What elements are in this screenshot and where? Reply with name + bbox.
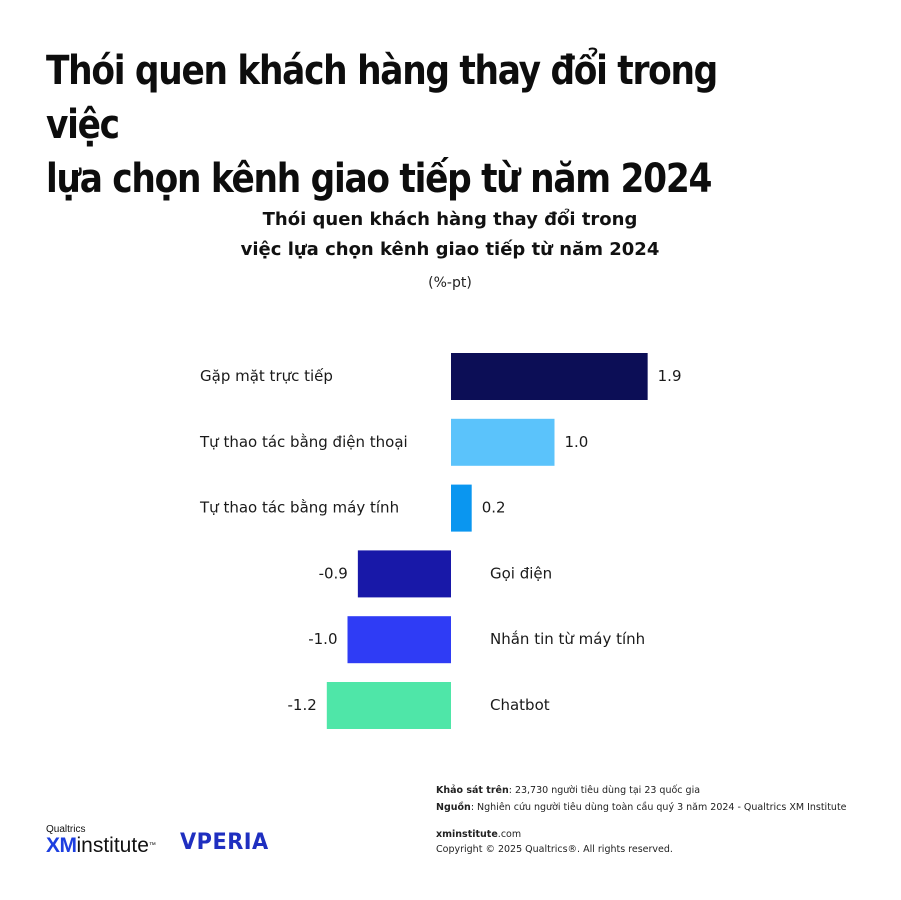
xm-mark: XM xyxy=(46,834,77,857)
value-label-2: 1.0 xyxy=(565,433,589,451)
source-note: Nguồn: Nghiên cứu người tiêu dùng toàn c… xyxy=(436,799,847,816)
chart-unit: (%-pt) xyxy=(428,275,472,291)
chart-title: Thói quen khách hàng thay đổi trong việc… xyxy=(150,205,750,265)
bar-chart: 1.9 Gặp mặt trực tiếp 1.0 Tự thao tác bằng … xyxy=(199,353,682,729)
footer-notes: Khảo sát trên: 23,730 người tiêu dùng tạ… xyxy=(436,782,847,816)
xm-institute-wordmark: XMinstitute™ xyxy=(46,835,156,857)
footer-site: xminstitute.com Copyright © 2025 Qualtri… xyxy=(436,827,673,857)
value-label-6: -1.2 xyxy=(288,696,317,714)
survey-note: Khảo sát trên: 23,730 người tiêu dùng tạ… xyxy=(436,782,847,799)
category-label-5: Nhắn tin từ máy tính xyxy=(490,630,645,648)
bar-4 xyxy=(357,550,451,598)
value-label-5: -1.0 xyxy=(308,630,337,648)
bar-2 xyxy=(451,418,555,466)
source-label: Nguồn xyxy=(436,802,471,813)
vperia-logo: VPERIA xyxy=(180,830,269,855)
site-link[interactable]: xminstitute.com xyxy=(436,827,673,842)
value-label-3: 0.2 xyxy=(482,499,506,517)
bar-6 xyxy=(326,682,451,729)
trademark-mark: ™ xyxy=(148,842,156,849)
value-label-4: -0.9 xyxy=(319,564,348,582)
headline: Thói quen khách hàng thay đổi trong việc… xyxy=(46,44,751,206)
survey-label: Khảo sát trên xyxy=(436,785,509,796)
qualtrics-wordmark: Qualtrics xyxy=(46,824,86,835)
value-label-1: 1.9 xyxy=(658,367,682,385)
site-bold: xminstitute xyxy=(436,829,498,840)
category-label-4: Gọi điện xyxy=(490,564,552,582)
headline-line-2: lựa chọn kênh giao tiếp từ năm 2024 xyxy=(46,156,712,202)
category-label-3: Tự thao tác bằng máy tính xyxy=(199,499,399,517)
source-text: : Nghiên cứu người tiêu dùng toàn cầu qu… xyxy=(470,802,847,813)
category-label-2: Tự thao tác bằng điện thoại xyxy=(199,433,408,451)
chart-title-line-2: việc lựa chọn kênh giao tiếp từ năm 2024 xyxy=(240,239,660,260)
bar-3 xyxy=(451,484,472,532)
institute-mark: institute xyxy=(76,834,149,857)
chart-title-line-1: Thói quen khách hàng thay đổi trong xyxy=(262,209,638,230)
copyright: Copyright © 2025 Qualtrics®. All rights … xyxy=(436,844,673,855)
category-label-6: Chatbot xyxy=(490,696,550,714)
site-rest: .com xyxy=(497,829,522,840)
qualtrics-xm-institute-logo: Qualtrics XMinstitute™ xyxy=(46,824,156,857)
category-label-1: Gặp mặt trực tiếp xyxy=(200,367,333,385)
bar-1 xyxy=(451,353,648,400)
survey-text: : 23,730 người tiêu dùng tại 23 quốc gia xyxy=(508,785,701,796)
bar-5 xyxy=(347,616,451,664)
headline-line-1: Thói quen khách hàng thay đổi trong việc xyxy=(46,48,718,148)
